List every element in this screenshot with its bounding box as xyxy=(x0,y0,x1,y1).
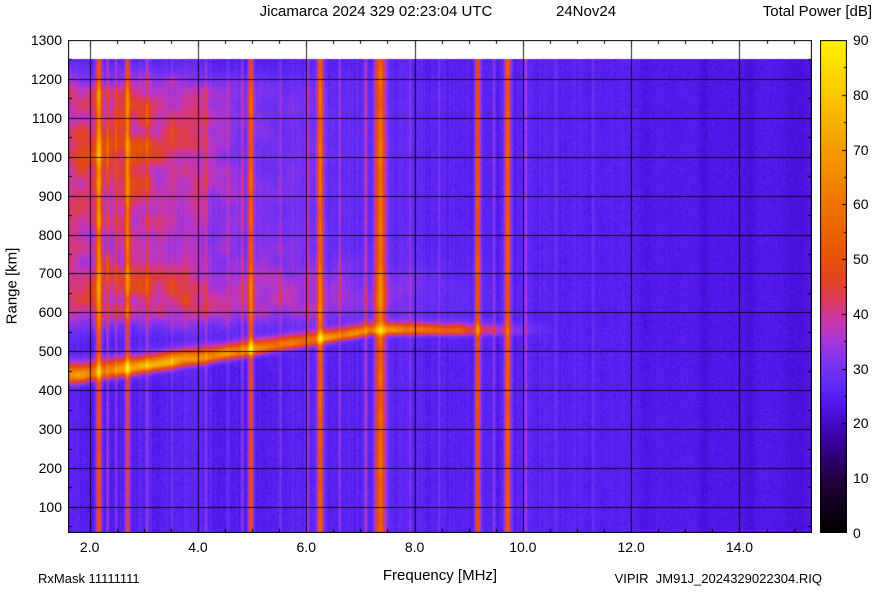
y-tick-label: 1200 xyxy=(30,70,62,87)
y-tick-label: 800 xyxy=(38,226,62,243)
y-tick-label: 1000 xyxy=(30,148,62,165)
colorbar-tick-label: 80 xyxy=(853,86,869,103)
x-axis-title: Frequency [MHz] xyxy=(382,567,498,584)
colorbar-title: Total Power [dB] xyxy=(762,3,872,20)
y-tick-label: 300 xyxy=(38,421,62,438)
colorbar-tick-label: 60 xyxy=(853,196,869,213)
x-tick-label: 10.0 xyxy=(509,539,537,555)
colorbar-tick-label: 40 xyxy=(853,305,869,322)
colorbar-tick-label: 90 xyxy=(853,32,869,48)
chart-title: Jicamarca 2024 329 02:23:04 UTC xyxy=(259,3,493,20)
y-tick-label: 200 xyxy=(38,460,62,477)
y-tick-label: 1300 xyxy=(30,32,62,48)
chart-date-label: 24Nov24 xyxy=(556,3,617,20)
y-tick-label: 1100 xyxy=(31,109,62,126)
y-tick-label: 900 xyxy=(38,187,62,204)
colorbar-tick-label: 70 xyxy=(853,141,869,158)
y-tick-label: 700 xyxy=(38,265,62,282)
colorbar-gradient xyxy=(820,40,847,533)
y-tick-label: 100 xyxy=(38,498,62,515)
rxmask-label: RxMask 11111111 xyxy=(38,571,140,586)
colorbar-tick-label: 20 xyxy=(853,415,869,432)
y-tick-label: 600 xyxy=(38,304,62,321)
x-tick-label: 2.0 xyxy=(79,539,100,555)
y-tick-label: 500 xyxy=(38,343,62,360)
colorbar-tick-label: 30 xyxy=(853,360,869,377)
colorbar-tick-label: 0 xyxy=(853,525,861,541)
ionogram-heatmap xyxy=(68,40,812,533)
colorbar-tick-label: 50 xyxy=(853,251,869,268)
x-tick-label: 8.0 xyxy=(404,539,425,555)
x-tick-label: 14.0 xyxy=(725,539,754,555)
x-tick-label: 4.0 xyxy=(188,539,208,555)
y-tick-label: 400 xyxy=(38,382,62,399)
x-tick-label: 6.0 xyxy=(296,539,316,555)
filename-label: VIPIR JM91J_2024329022304.RIQ xyxy=(614,571,822,586)
x-tick-label: 12.0 xyxy=(617,539,645,555)
colorbar-tick-label: 10 xyxy=(853,470,869,487)
